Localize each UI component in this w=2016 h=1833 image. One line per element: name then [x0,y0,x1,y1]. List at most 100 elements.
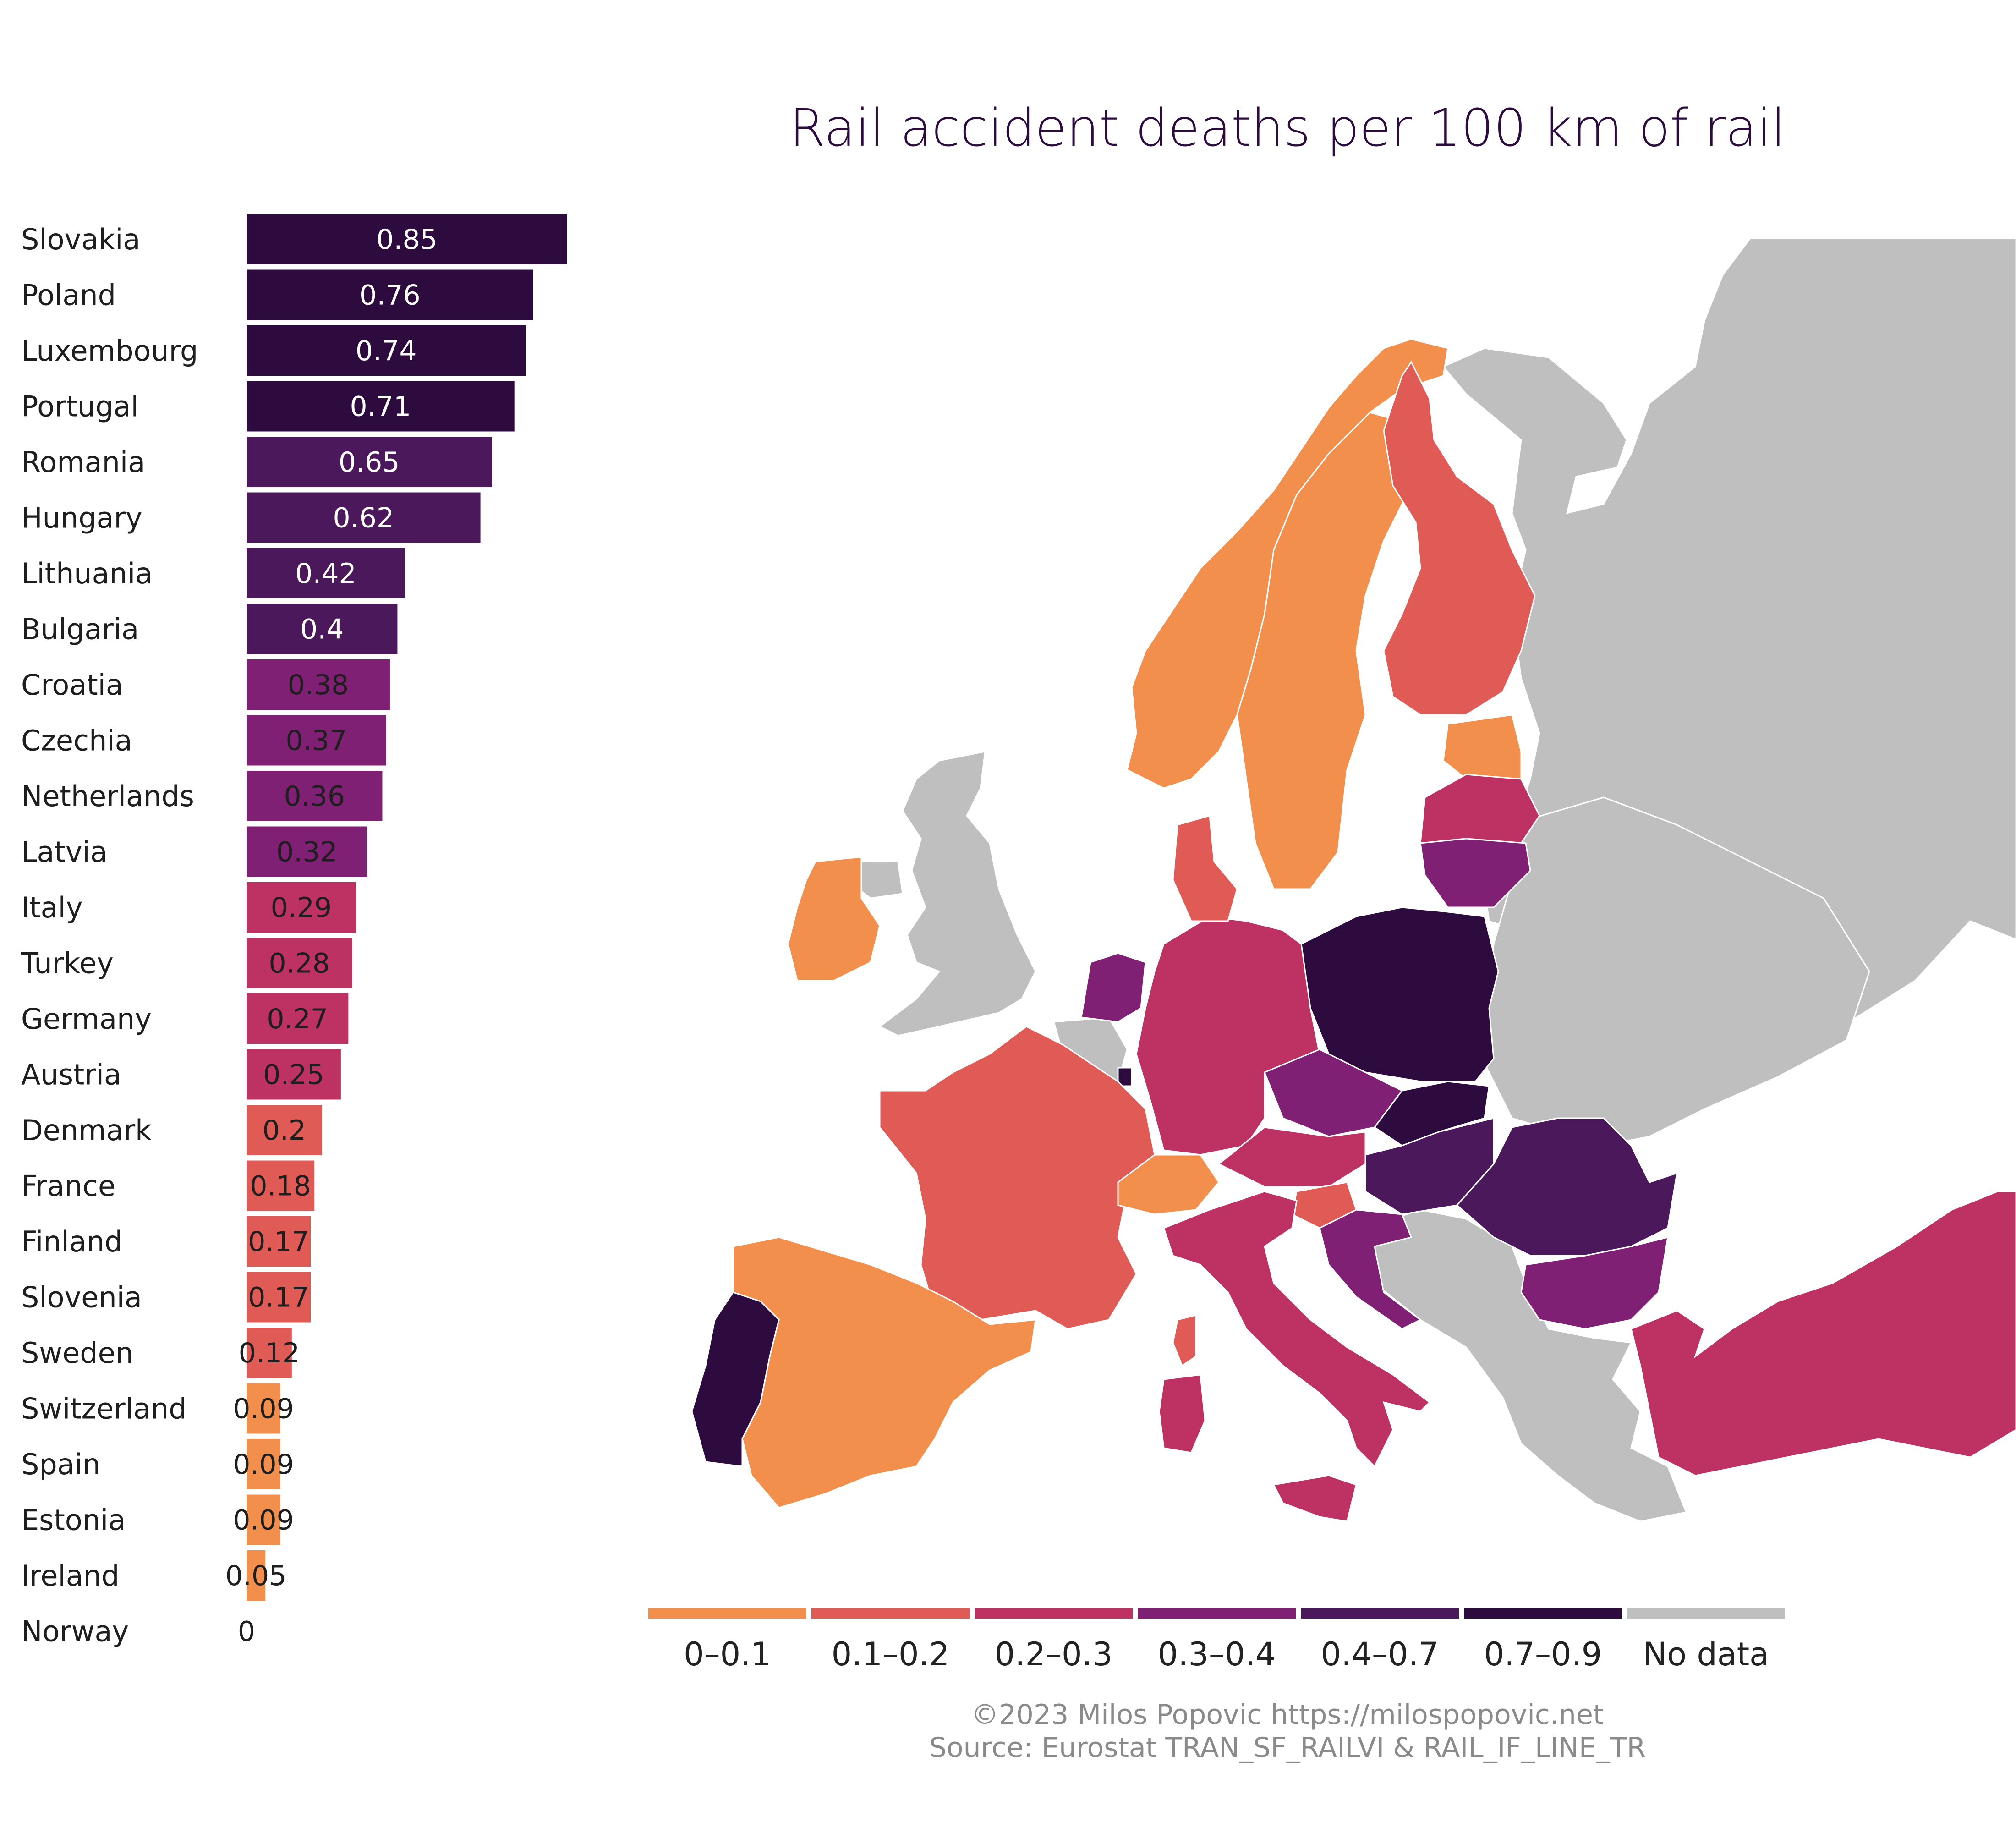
map-region-lithuania [1419,838,1531,908]
map-region-sardinia [1158,1374,1206,1454]
bar-value-croatia: 0.38 [288,669,349,701]
map-region-germany [1135,916,1320,1156]
map-region-france [879,1026,1156,1330]
bar-value-romania: 0.65 [339,446,400,478]
legend-swatch-0-3-0-4 [1138,1608,1296,1619]
country-label-denmark: Denmark [21,1114,152,1147]
bar-czechia [247,715,386,766]
country-label-sweden: Sweden [21,1336,133,1370]
bar-value-slovenia: 0.17 [248,1282,309,1314]
bar-finland [247,1216,311,1267]
map-region-romania [1456,1117,1678,1257]
bar-value-france: 0.18 [250,1170,311,1202]
bar-chart: Slovakia 0.85 Poland 0.76 Luxembourg 0.74 Port… [21,214,567,1648]
bar-croatia [247,659,390,710]
bar-italy [247,882,356,933]
bar-value-finland: 0.17 [248,1226,309,1258]
country-label-spain: Spain [21,1448,100,1481]
legend-label-0-0-1: 0–0.1 [684,1635,771,1673]
map-region-finland [1383,361,1536,716]
bar-value-italy: 0.29 [271,892,332,924]
bar-value-estonia: 0.09 [233,1504,294,1537]
country-label-germany: Germany [21,1002,152,1036]
bar-value-denmark: 0.2 [263,1114,306,1147]
legend-label-0-1-0-2: 0.1–0.2 [832,1635,950,1673]
bar-turkey [247,938,352,988]
bar-value-lithuania: 0.42 [295,558,356,590]
country-label-ireland: Ireland [21,1559,119,1592]
bar-value-slovakia: 0.85 [376,224,438,256]
country-label-romania: Romania [21,445,145,479]
map-region-denmark [1172,815,1238,922]
map-region-bulgaria [1520,1236,1669,1330]
bar-value-sweden: 0.12 [239,1337,300,1369]
bar-value-poland: 0.76 [359,280,421,312]
legend-swatch-no-data [1627,1608,1785,1619]
bar-netherlands [247,771,383,821]
map-region-ireland [787,856,881,982]
bar-sweden [247,1328,292,1378]
bar-value-switzerland: 0.09 [233,1393,294,1425]
country-label-croatia: Croatia [21,668,123,702]
bar-slovakia [247,214,567,264]
country-label-switzerland: Switzerland [21,1392,187,1426]
chart-title: Rail accident deaths per 100 km of rail [789,99,1786,158]
bar-hungary [247,492,481,543]
country-label-latvia: Latvia [21,835,108,869]
bar-value-netherlands: 0.36 [284,780,345,812]
bar-germany [247,993,349,1044]
bar-value-hungary: 0.62 [333,502,394,534]
bar-value-spain: 0.09 [233,1449,294,1481]
bar-luxembourg [247,325,526,376]
bar-france [247,1160,315,1211]
bar-estonia [247,1494,281,1545]
country-label-lithuania: Lithuania [21,557,153,590]
map-region-italy [1163,1191,1431,1468]
bar-ireland [247,1550,266,1601]
bar-value-ireland: 0.05 [225,1560,287,1592]
bar-value-turkey: 0.28 [268,948,330,980]
legend-label-0-4-0-7: 0.4–0.7 [1321,1635,1439,1673]
bar-switzerland [247,1383,281,1434]
country-label-slovakia: Slovakia [21,223,140,256]
map-region-netherlands [1080,952,1146,1023]
map-region-great-britain [878,751,1036,1037]
country-label-finland: Finland [21,1225,123,1258]
europe-map [691,237,2016,1522]
legend-label-no-data: No data [1643,1635,1769,1673]
map-region-latvia [1419,774,1540,844]
bar-value-portugal: 0.71 [350,391,411,423]
legend-label-0-2-0-3: 0.2–0.3 [995,1635,1113,1673]
country-label-netherlands: Netherlands [21,779,194,813]
map-region-luxembourg [1117,1067,1133,1087]
bar-lithuania [247,548,405,598]
bar-value-czechia: 0.37 [286,725,347,757]
map-region-turkey [1630,1191,2016,1476]
country-label-slovenia: Slovenia [21,1281,142,1314]
map-region-estonia [1442,714,1522,780]
bar-value-luxembourg: 0.74 [356,335,417,367]
bar-denmark [247,1105,322,1155]
map-region-croatia [1319,1209,1422,1330]
country-label-poland: Poland [21,279,116,312]
legend-label-0-3-0-4: 0.3–0.4 [1158,1635,1276,1673]
map-region-austria [1217,1126,1366,1188]
country-label-bulgaria: Bulgaria [21,613,139,646]
map-region-balkans-greece [1364,1209,1687,1522]
map-region-switzerland [1117,1154,1220,1215]
country-label-france: France [21,1169,115,1203]
source-text: Source: Eurostat TRAN_SF_RAILVI & RAIL_I… [929,1732,1646,1764]
map-region-portugal [691,1291,780,1467]
bar-slovenia [247,1272,311,1323]
country-label-estonia: Estonia [21,1504,126,1537]
country-label-italy: Italy [21,891,83,924]
bar-poland [247,269,533,320]
legend-swatch-0-2-0-3 [975,1608,1133,1619]
country-label-austria: Austria [21,1058,121,1092]
country-label-norway: Norway [21,1615,129,1648]
bar-value-latvia: 0.32 [276,836,338,868]
country-label-luxembourg: Luxembourg [21,334,198,368]
bar-value-germany: 0.27 [267,1003,328,1035]
legend-swatch-0-1-0-2 [811,1608,970,1619]
